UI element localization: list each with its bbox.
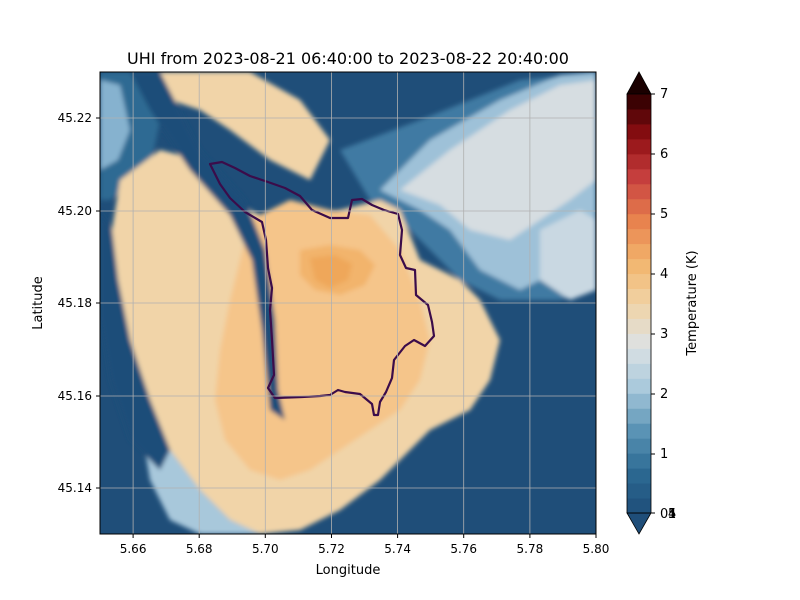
colorbar-label: Temperature (K) [685,250,700,356]
colorbar-band [627,453,651,469]
x-tick-label: 5.68 [186,542,213,556]
colorbar-band [627,213,651,230]
colorbar-extend-bottom [626,512,652,535]
colorbar-tick-label: 5 [660,207,668,222]
contour-ne-pale [400,80,596,240]
colorbar-extend-top [626,71,652,95]
colorbar-band [627,288,651,304]
colorbar-band [627,123,651,140]
chart-title: UHI from 2023-08-21 06:40:00 to 2023-08-… [127,49,569,68]
colorbar-tick-label: 0 [660,507,668,522]
colorbar-band [627,228,651,245]
colorbar-tick-label: 3 [660,327,668,342]
y-axis-label: Latitude [31,276,46,330]
x-tick-label: 5.76 [450,542,477,556]
contour-west-cool [100,210,170,470]
x-tick-label: 5.74 [384,542,411,556]
x-tick-label: 5.72 [318,542,345,556]
colorbar-band [627,108,651,125]
colorbar-tick-label: 5 [668,507,676,522]
x-tick-label: 5.80 [583,542,610,556]
colorbar-band [627,153,651,170]
colorbar-tick-label: 1 [668,507,676,522]
colorbar-band [627,348,651,364]
contour-ne-far [540,210,596,300]
colorbar-band [627,483,651,499]
contour-hot-core [310,255,352,288]
colorbar-bands [627,94,651,514]
x-tick-label: 5.78 [517,542,544,556]
colorbar-band [627,438,651,454]
colorbar-band [627,468,651,484]
colorbar-band [627,423,651,439]
contour-north-strip [160,72,330,180]
colorbar-band [627,408,651,424]
x-axis: 5.66 5.68 5.70 5.72 5.74 5.76 5.78 5.80 [120,534,610,556]
colorbar-tick-label: 7 [660,87,668,102]
colorbar-band [627,393,651,409]
y-tick-label: 45.22 [58,111,92,125]
x-tick-label: 5.66 [120,542,147,556]
colorbar-tick-label: 2 [660,387,668,402]
colorbar-band [627,498,651,514]
colorbar-frame [626,93,652,514]
x-tick-label: 5.70 [252,542,279,556]
colorbar-band [627,273,651,290]
plot-area [99,71,597,535]
colorbar-band [627,243,651,260]
colorbar-band [627,333,651,349]
colorbar-band [627,168,651,185]
colorbar-band [627,363,651,379]
colorbar-band [627,138,651,155]
colorbar-ticks: 7 6 5 4 3 2 1 0 1 4 5 [651,87,676,522]
y-tick-label: 45.18 [58,296,92,310]
y-tick-label: 45.16 [58,389,92,403]
colorbar: 7 6 5 4 3 2 1 0 1 4 5 Temperature (K) [626,71,700,535]
colorbar-band [627,318,651,334]
colorbar-band [627,183,651,200]
y-axis: 45.14 45.16 45.18 45.20 45.22 [58,111,100,495]
colorbar-band [627,303,651,319]
colorbar-tick-label: 4 [660,267,668,282]
contour-south-light [140,420,260,534]
y-tick-label: 45.20 [58,204,92,218]
grid-lines [100,72,596,534]
y-tick-label: 45.14 [58,481,92,495]
colorbar-band [627,94,651,110]
colorbar-tick-label: 6 [660,147,668,162]
colorbar-tick-label: 4 [668,507,676,522]
colorbar-band [627,378,651,394]
x-axis-label: Longitude [316,563,381,578]
colorbar-band [627,258,651,275]
colorbar-tick-label: 1 [660,447,668,462]
contour-fills [100,72,596,534]
colorbar-band [627,198,651,215]
contour-west-light [100,80,130,170]
